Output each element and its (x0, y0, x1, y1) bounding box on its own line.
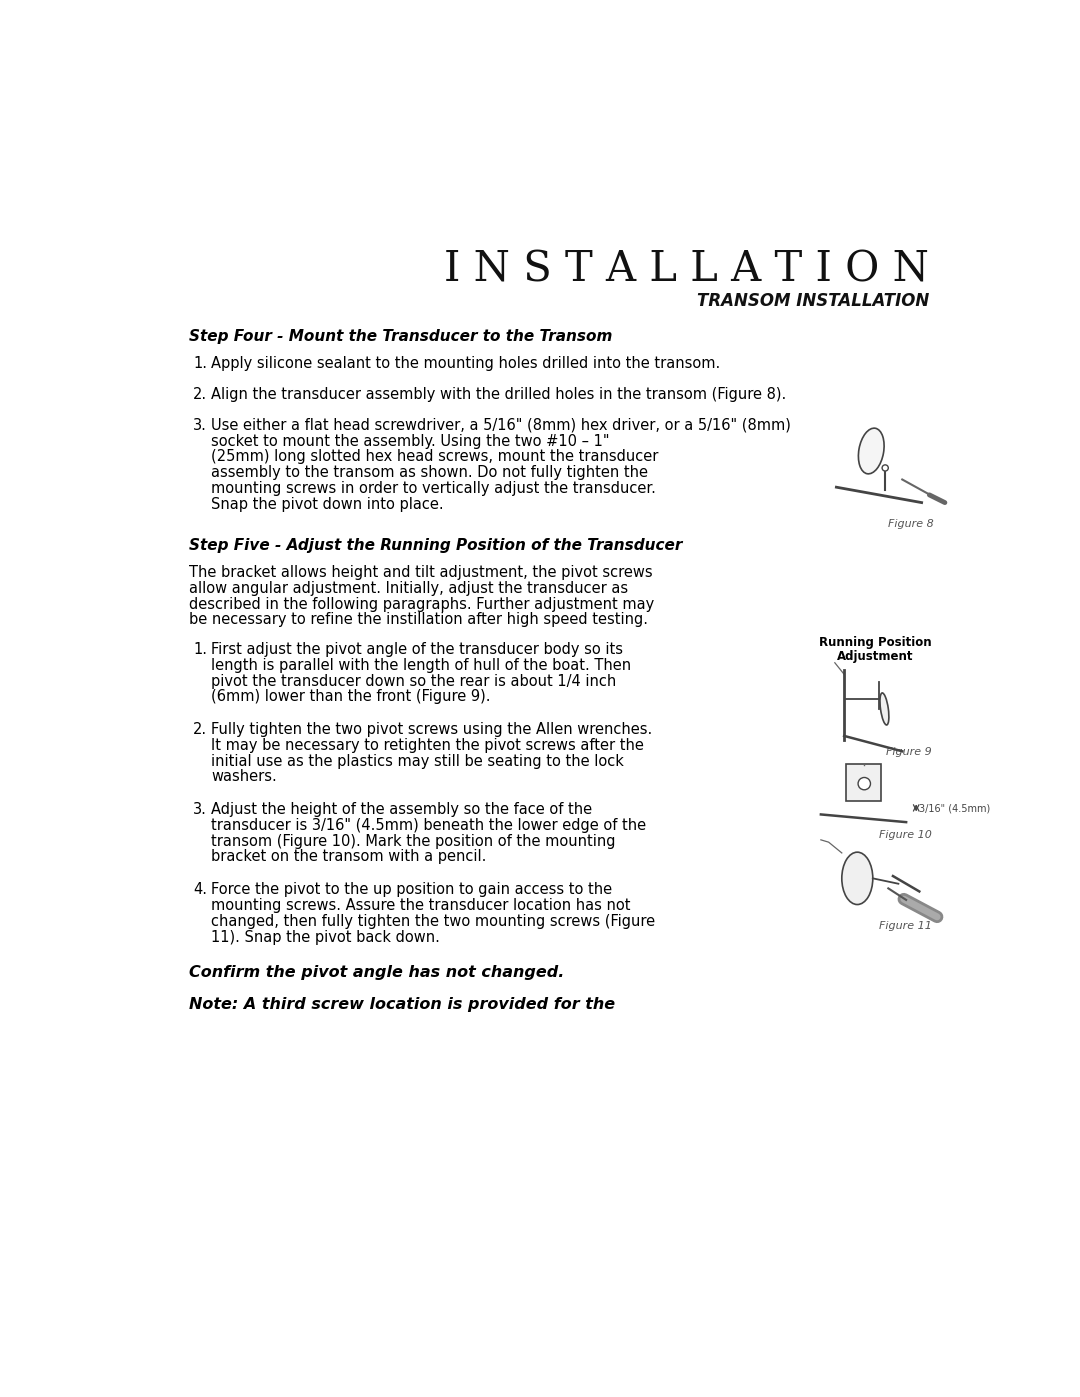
Text: washers.: washers. (211, 770, 276, 784)
Circle shape (859, 778, 870, 789)
Text: Force the pivot to the up position to gain access to the: Force the pivot to the up position to ga… (211, 882, 612, 897)
Text: assembly to the transom as shown. Do not fully tighten the: assembly to the transom as shown. Do not… (211, 465, 648, 481)
Text: changed, then fully tighten the two mounting screws (Figure: changed, then fully tighten the two moun… (211, 914, 656, 929)
Text: 11). Snap the pivot back down.: 11). Snap the pivot back down. (211, 929, 440, 944)
Text: Figure 8: Figure 8 (888, 518, 933, 528)
Text: transom (Figure 10). Mark the position of the mounting: transom (Figure 10). Mark the position o… (211, 834, 616, 849)
Ellipse shape (841, 852, 873, 904)
Text: TRANSOM INSTALLATION: TRANSOM INSTALLATION (697, 292, 930, 310)
Text: Note: A third screw location is provided for the: Note: A third screw location is provided… (189, 997, 616, 1011)
Circle shape (882, 465, 889, 471)
Text: Figure 9: Figure 9 (886, 747, 932, 757)
Bar (847, 764, 881, 802)
Text: I N S T A L L A T I O N: I N S T A L L A T I O N (444, 249, 930, 291)
Text: mounting screws. Assure the transducer location has not: mounting screws. Assure the transducer l… (211, 898, 631, 914)
Text: 4.: 4. (193, 882, 207, 897)
Text: length is parallel with the length of hull of the boat. Then: length is parallel with the length of hu… (211, 658, 631, 673)
Text: Use either a flat head screwdriver, a 5/16" (8mm) hex driver, or a 5/16" (8mm): Use either a flat head screwdriver, a 5/… (211, 418, 791, 433)
Text: initial use as the plastics may still be seating to the lock: initial use as the plastics may still be… (211, 753, 624, 768)
Text: Confirm the pivot angle has not changed.: Confirm the pivot angle has not changed. (189, 964, 565, 979)
Text: Figure 11: Figure 11 (879, 921, 932, 930)
Text: Apply silicone sealant to the mounting holes drilled into the transom.: Apply silicone sealant to the mounting h… (211, 356, 720, 372)
Text: pivot the transducer down so the rear is about 1/4 inch: pivot the transducer down so the rear is… (211, 673, 617, 689)
Text: Align the transducer assembly with the drilled holes in the transom (Figure 8).: Align the transducer assembly with the d… (211, 387, 786, 402)
Text: (6mm) lower than the front (Figure 9).: (6mm) lower than the front (Figure 9). (211, 689, 490, 704)
Text: 1.: 1. (193, 356, 207, 372)
Text: 2.: 2. (193, 722, 207, 738)
Text: Figure 10: Figure 10 (879, 830, 932, 840)
Text: Running Position: Running Position (819, 636, 931, 648)
Ellipse shape (859, 427, 885, 474)
Text: The bracket allows height and tilt adjustment, the pivot screws: The bracket allows height and tilt adjus… (189, 564, 653, 580)
Text: First adjust the pivot angle of the transducer body so its: First adjust the pivot angle of the tran… (211, 643, 623, 657)
Text: Adjustment: Adjustment (837, 650, 914, 662)
Text: It may be necessary to retighten the pivot screws after the: It may be necessary to retighten the piv… (211, 738, 644, 753)
Text: 3/16" (4.5mm): 3/16" (4.5mm) (919, 803, 990, 813)
Text: 1.: 1. (193, 643, 207, 657)
Text: socket to mount the assembly. Using the two #10 – 1": socket to mount the assembly. Using the … (211, 433, 609, 448)
Text: (25mm) long slotted hex head screws, mount the transducer: (25mm) long slotted hex head screws, mou… (211, 450, 659, 464)
Text: described in the following paragraphs. Further adjustment may: described in the following paragraphs. F… (189, 597, 654, 612)
Ellipse shape (880, 693, 889, 725)
Text: Snap the pivot down into place.: Snap the pivot down into place. (211, 497, 444, 511)
Text: bracket on the transom with a pencil.: bracket on the transom with a pencil. (211, 849, 486, 865)
Text: Adjust the height of the assembly so the face of the: Adjust the height of the assembly so the… (211, 802, 592, 817)
Text: transducer is 3/16" (4.5mm) beneath the lower edge of the: transducer is 3/16" (4.5mm) beneath the … (211, 817, 646, 833)
Text: Step Four - Mount the Transducer to the Transom: Step Four - Mount the Transducer to the … (189, 330, 612, 344)
Text: 3.: 3. (193, 802, 207, 817)
Text: 3.: 3. (193, 418, 207, 433)
Text: Fully tighten the two pivot screws using the Allen wrenches.: Fully tighten the two pivot screws using… (211, 722, 652, 738)
Text: Step Five - Adjust the Running Position of the Transducer: Step Five - Adjust the Running Position … (189, 538, 683, 553)
Text: 2.: 2. (193, 387, 207, 402)
Text: allow angular adjustment. Initially, adjust the transducer as: allow angular adjustment. Initially, adj… (189, 581, 629, 595)
Text: be necessary to refine the instillation after high speed testing.: be necessary to refine the instillation … (189, 612, 648, 627)
Text: mounting screws in order to vertically adjust the transducer.: mounting screws in order to vertically a… (211, 481, 656, 496)
